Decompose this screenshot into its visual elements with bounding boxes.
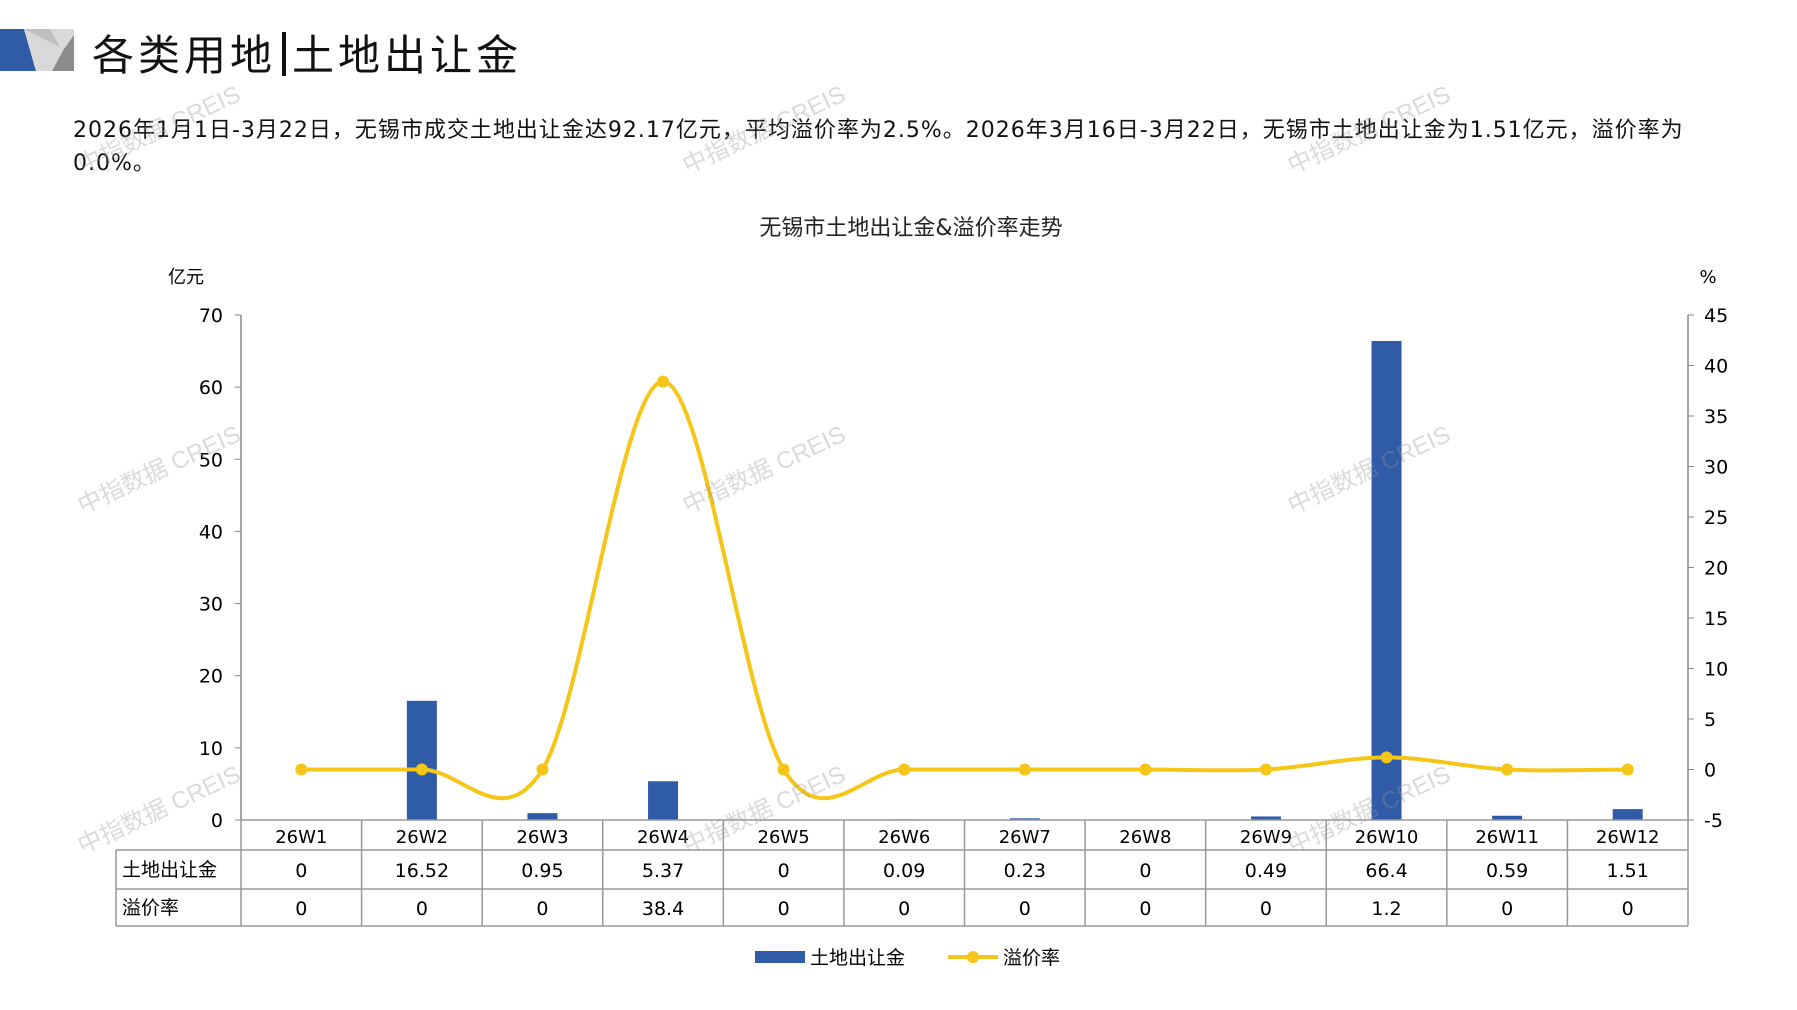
- bar-26W2: [406, 700, 437, 820]
- category-label: 26W8: [1119, 827, 1171, 848]
- table-cell-premium-rate: 0: [1501, 898, 1513, 920]
- bar-26W3: [527, 813, 558, 820]
- table-cell-land-fee: 0.09: [883, 860, 925, 882]
- table-cell-land-fee: 5.37: [642, 860, 684, 882]
- rate-point-26W1: [295, 763, 308, 776]
- category-label: 26W4: [637, 827, 689, 848]
- bar-26W10: [1371, 340, 1402, 820]
- chart-title: 无锡市土地出让金&溢价率走势: [759, 216, 1062, 241]
- rate-point-26W10: [1380, 751, 1393, 764]
- bar-26W9: [1250, 816, 1281, 820]
- table-cell-premium-rate: 0: [1139, 898, 1151, 920]
- category-label: 26W1: [275, 827, 327, 848]
- legend-line-marker: [967, 951, 979, 963]
- legend-label-premium-rate: 溢价率: [1003, 947, 1060, 969]
- rate-point-26W4: [657, 375, 670, 388]
- y-right-tick-label: 35: [1704, 406, 1728, 428]
- table-cell-land-fee: 0.49: [1245, 860, 1287, 882]
- category-label: 26W2: [396, 827, 448, 848]
- y-right-tick-label: 45: [1704, 305, 1728, 327]
- bar-26W12: [1612, 809, 1643, 820]
- table-cell-premium-rate: 0: [898, 898, 910, 920]
- table-cell-premium-rate: 0: [778, 898, 790, 920]
- y-left-tick-label: 30: [199, 594, 223, 616]
- rate-point-26W2: [415, 763, 428, 776]
- brand-logo: [0, 29, 74, 71]
- table-cell-premium-rate: 0: [295, 898, 307, 920]
- legend-bar-swatch: [755, 951, 805, 963]
- table-cell-land-fee: 0: [1139, 860, 1151, 882]
- category-label: 26W3: [516, 827, 568, 848]
- y-right-tick-label: -5: [1704, 810, 1723, 832]
- table-cell-land-fee: 1.51: [1607, 860, 1649, 882]
- y-right-tick-label: 40: [1704, 356, 1728, 378]
- rate-point-26W5: [777, 763, 790, 776]
- rate-point-26W8: [1139, 763, 1152, 776]
- table-row-header-premium-rate: 溢价率: [122, 897, 179, 919]
- category-label: 26W10: [1355, 827, 1419, 848]
- y-left-tick-label: 10: [199, 738, 223, 760]
- bar-26W11: [1492, 815, 1523, 820]
- y-right-label: %: [1699, 267, 1716, 288]
- rate-point-26W6: [898, 763, 911, 776]
- rate-point-26W11: [1501, 763, 1514, 776]
- page-title: 各类用地 土地出让金: [92, 22, 522, 83]
- y-right-tick-label: 25: [1704, 507, 1728, 529]
- y-right-tick-label: 20: [1704, 558, 1728, 580]
- table-cell-premium-rate: 1.2: [1371, 898, 1401, 920]
- table-cell-land-fee: 0: [295, 860, 307, 882]
- category-label: 26W7: [999, 827, 1051, 848]
- table-cell-premium-rate: 0: [1260, 898, 1272, 920]
- table-cell-land-fee: 0.95: [521, 860, 563, 882]
- bar-26W4: [648, 781, 679, 820]
- table-cell-land-fee: 66.4: [1365, 860, 1407, 882]
- rate-point-26W12: [1621, 763, 1634, 776]
- table-cell-land-fee: 16.52: [395, 860, 449, 882]
- table-cell-premium-rate: 38.4: [642, 898, 684, 920]
- summary-text: 2026年1月1日-3月22日，无锡市成交土地出让金达92.17亿元，平均溢价率…: [73, 118, 1684, 176]
- y-left-tick-label: 60: [199, 377, 223, 399]
- y-right-tick-label: 5: [1704, 709, 1716, 731]
- table-cell-premium-rate: 0: [1019, 898, 1031, 920]
- table-cell-land-fee: 0.59: [1486, 860, 1528, 882]
- y-left-tick-label: 40: [199, 521, 223, 543]
- category-label: 26W9: [1240, 827, 1292, 848]
- title-right: 土地出让金: [292, 31, 523, 80]
- y-right-tick-label: 30: [1704, 457, 1728, 479]
- category-label: 26W12: [1596, 827, 1660, 848]
- table-cell-land-fee: 0.23: [1004, 860, 1046, 882]
- y-left-tick-label: 50: [199, 449, 223, 471]
- category-label: 26W5: [758, 827, 810, 848]
- category-label: 26W6: [878, 827, 930, 848]
- table-row-header-land-fee: 土地出让金: [122, 859, 217, 881]
- y-right-tick-label: 15: [1704, 608, 1728, 630]
- y-left-tick-label: 20: [199, 666, 223, 688]
- bar-26W7: [1009, 818, 1040, 820]
- y-left-tick-label: 70: [199, 305, 223, 327]
- y-right-tick-label: 0: [1704, 760, 1716, 782]
- category-label: 26W11: [1475, 827, 1539, 848]
- y-left-tick-label: 0: [211, 810, 223, 832]
- table-cell-premium-rate: 0: [1622, 898, 1634, 920]
- table-cell-land-fee: 0: [778, 860, 790, 882]
- table-cell-premium-rate: 0: [536, 898, 548, 920]
- table-cell-premium-rate: 0: [416, 898, 428, 920]
- legend-label-land-fee: 土地出让金: [810, 947, 905, 969]
- y-right-tick-label: 10: [1704, 659, 1728, 681]
- rate-point-26W7: [1018, 763, 1031, 776]
- title-left: 各类用地: [92, 31, 277, 80]
- y-left-label: 亿元: [168, 267, 204, 288]
- title-divider: [282, 32, 287, 76]
- rate-point-26W9: [1259, 763, 1272, 776]
- rate-point-26W3: [536, 763, 549, 776]
